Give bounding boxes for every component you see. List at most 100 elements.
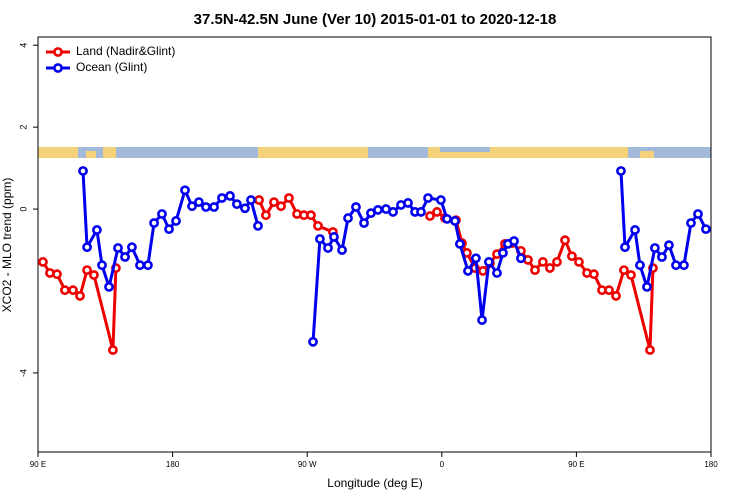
data-point <box>626 270 636 280</box>
y-tick-label: 2 <box>18 125 28 130</box>
data-point <box>157 209 167 219</box>
chart-title: 37.5N-42.5N June (Ver 10) 2015-01-01 to … <box>194 11 557 28</box>
data-point <box>463 266 473 276</box>
y-tick-label: 0 <box>18 207 28 212</box>
ocean-strip <box>440 147 490 152</box>
data-point <box>619 265 629 276</box>
data-point <box>240 203 250 214</box>
data-point <box>604 285 614 296</box>
x-tick-label: 180 <box>166 460 180 469</box>
data-point <box>530 265 540 276</box>
data-point <box>432 207 442 217</box>
land-strip <box>258 147 368 158</box>
data-point <box>616 166 626 176</box>
data-point <box>315 234 325 244</box>
data-point <box>645 345 655 355</box>
data-point <box>108 345 118 355</box>
data-point <box>516 253 526 264</box>
data-point <box>701 224 711 235</box>
data-point <box>498 247 508 258</box>
data-point <box>679 260 689 271</box>
data-point <box>38 257 48 267</box>
data-point <box>194 197 204 207</box>
x-tick-label: 90 E <box>568 460 584 469</box>
data-point <box>171 216 181 226</box>
data-point <box>650 243 660 253</box>
data-point <box>425 211 435 221</box>
x-tick-label: 180 <box>704 460 718 469</box>
data-point <box>664 240 674 251</box>
data-point <box>92 225 102 235</box>
legend-marker <box>53 63 63 73</box>
land-strip <box>38 147 78 158</box>
x-tick-label: 90 W <box>298 460 317 469</box>
data-point <box>68 285 78 296</box>
y-tick-label: 4 <box>18 43 28 48</box>
data-point <box>187 201 197 212</box>
data-point <box>484 257 494 267</box>
data-point <box>423 193 433 203</box>
data-point <box>478 266 488 276</box>
data-point <box>359 218 369 228</box>
data-point <box>113 243 123 253</box>
x-tick-label: 90 E <box>30 460 46 469</box>
data-point <box>642 282 652 292</box>
x-axis-label: Longitude (deg E) <box>327 476 422 490</box>
data-point <box>313 220 323 231</box>
data-point <box>104 282 114 292</box>
data-point <box>492 268 502 278</box>
data-point <box>75 291 85 301</box>
ocean-strip <box>38 147 711 158</box>
data-point <box>416 207 426 217</box>
data-point <box>52 269 62 280</box>
data-point <box>343 213 353 223</box>
data-point <box>403 198 413 208</box>
plot-frame <box>37 36 712 453</box>
data-point <box>143 260 153 271</box>
land-strip <box>86 151 96 158</box>
data-point <box>436 195 446 205</box>
x-tick-label: 0 <box>440 460 445 469</box>
data-point <box>164 224 174 235</box>
land-strip <box>640 151 654 158</box>
land-strip <box>428 147 628 158</box>
data-point <box>442 213 452 224</box>
data-point <box>588 269 599 280</box>
data-point <box>254 195 264 205</box>
data-point <box>284 193 294 203</box>
data-point <box>560 235 570 246</box>
data-point <box>373 204 383 215</box>
data-point <box>201 202 211 212</box>
data-point <box>470 253 481 264</box>
legend-label: Land (Nadir&Glint) <box>76 44 175 58</box>
data-point <box>232 199 242 210</box>
data-point <box>82 242 92 253</box>
data-point <box>388 207 398 217</box>
data-point <box>671 260 681 271</box>
legend-marker <box>53 47 63 57</box>
data-point <box>269 197 279 207</box>
data-point <box>545 263 555 273</box>
data-point <box>552 257 562 267</box>
data-point <box>635 260 645 271</box>
data-point <box>657 252 667 262</box>
y-axis-label: XCO2 - MLO trend (ppm) <box>0 178 14 313</box>
data-point <box>149 218 159 228</box>
data-point <box>574 257 584 267</box>
data-point <box>78 166 88 176</box>
data-point <box>308 336 318 347</box>
data-point <box>323 243 333 253</box>
data-point <box>225 191 235 201</box>
legend-label: Ocean (Glint) <box>76 60 147 74</box>
data-point <box>209 202 219 212</box>
map-strip <box>38 147 711 158</box>
data-point <box>351 202 361 212</box>
data-point <box>620 242 630 253</box>
data-point <box>253 220 263 231</box>
data-point <box>89 270 99 280</box>
y-tick-label: -4 <box>18 369 28 377</box>
data-point <box>276 201 286 212</box>
data-point <box>120 252 130 262</box>
series-line <box>81 170 708 342</box>
